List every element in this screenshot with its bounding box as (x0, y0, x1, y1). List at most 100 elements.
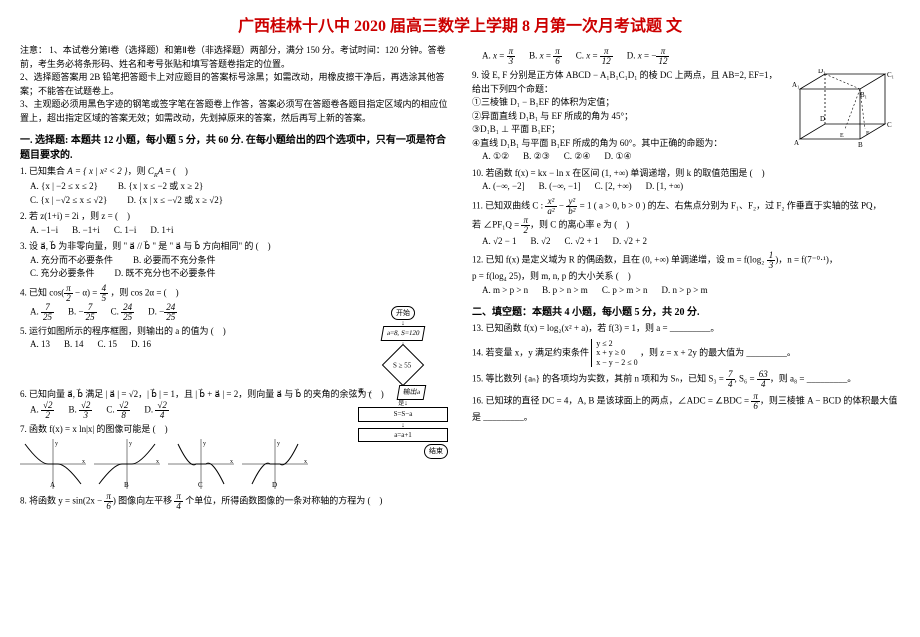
q8-opt-b: B. x = π6 (529, 47, 562, 66)
q9-opt-b: B. ②③ (523, 150, 550, 164)
question-12: 12. 已知 f(x) 是定义域为 R 的偶函数，且在 (0, +∞) 单调递增… (472, 251, 900, 297)
q12-b: )，n = f(7⁻⁰·¹)， (775, 255, 838, 265)
q8-four: 4 (174, 502, 183, 511)
q4-two: 2 (64, 294, 73, 303)
q2-opt-b: B. −1+i (72, 224, 100, 238)
notice-3: 3、主观题必须用黑色字迹的钢笔或签字笔在答题卷上作答，答案必须写在答题卷各题目指… (20, 99, 448, 123)
svg-text:y: y (55, 441, 58, 447)
question-8: 8. 将函数 y = sin(2x − π6) 图像向左平移 π4 个单位，所得… (20, 492, 448, 511)
q6-opt-d: D. √24 (144, 401, 168, 420)
q9-l4: ④直线 D₁B₁ 与平面 B₁EF 所成的角为 60°。其中正确的命题为： (472, 138, 722, 148)
q4-opt-a: A. 725 (30, 303, 54, 322)
svg-text:y: y (277, 441, 280, 447)
notice-2: 2、选择题答案用 2B 铅笔把答题卡上对应题目的答案标号涂黑；如需改动，用橡皮擦… (20, 72, 445, 96)
q11-c: 若 ∠PF₁Q = (472, 219, 521, 229)
question-2: 2. 若 z(1+i) = 2i ，则 z = ( ) A. −1−i B. −… (20, 210, 448, 237)
svg-text:A₁: A₁ (792, 81, 800, 89)
q14-b: ，则 z = x + 2y 的最大值为 _________。 (640, 347, 796, 357)
q2-opt-c: C. 1−i (114, 224, 137, 238)
q10-opt-c: C. [2, +∞) (595, 180, 632, 194)
q12-a: 12. 已知 f(x) 是定义域为 R 的偶函数，且在 (0, +∞) 单调递增… (472, 255, 767, 265)
q7-stem: 7. 函数 f(x) = x ln|x| 的图像可能是 ( ) (20, 424, 168, 434)
q13-stem: 13. 已知函数 f(x) = log₂(x² + a)，若 f(3) = 1，… (472, 323, 719, 333)
notice-1: 1、本试卷分第Ⅰ卷（选择题）和第Ⅱ卷（非选择题）两部分，满分 150 分。考试时… (20, 45, 446, 69)
q5-opt-b: B. 14 (64, 338, 84, 352)
q11-opt-b: B. √2 (531, 235, 551, 249)
svg-text:D: D (820, 115, 825, 123)
q12-opt-d: D. n > p > m (661, 284, 707, 298)
question-7: 7. 函数 f(x) = x ln|x| 的图像可能是 ( ) xyA xyB … (20, 423, 448, 489)
svg-text:y: y (203, 441, 206, 447)
page-title: 广西桂林十八中 2020 届高三数学上学期 8 月第一次月考试题 文 (20, 12, 900, 36)
q12-opt-a: A. m > p > n (482, 284, 528, 298)
svg-text:x: x (304, 459, 307, 465)
svg-text:A: A (50, 481, 55, 489)
svg-text:C: C (198, 481, 203, 489)
q9-opt-a: A. ①② (482, 150, 509, 164)
q15-b: ，则 a₈ = _________。 (770, 374, 856, 384)
q3-opt-b: B. 必要而不充分条件 (133, 254, 216, 268)
q11-a: 11. 已知双曲线 C : (472, 200, 543, 210)
q8-a: 8. 将函数 y = sin(2x − (20, 495, 104, 505)
q15-a: 15. 等比数列 {aₙ} 的各项均为实数，其前 n 项和为 Sₙ，已知 S₃ … (472, 374, 726, 384)
question-13: 13. 已知函数 f(x) = log₂(x² + a)，若 f(3) = 1，… (472, 322, 900, 336)
question-15: 15. 等比数列 {aₙ} 的各项均为实数，其前 n 项和为 Sₙ，已知 S₃ … (472, 370, 900, 389)
q4-five: 5 (100, 294, 109, 303)
q6-opt-c: C. √28 (106, 401, 130, 420)
fc-start: 开始 (391, 306, 415, 321)
q14-s2: x + y ≥ 0 (596, 348, 625, 357)
q3-opt-d: D. 既不充分也不必要条件 (115, 267, 216, 281)
q9-l1: ①三棱锥 D₁ − B₁EF 的体积为定值； (472, 97, 614, 107)
q6-stem: 6. 已知向量 a⃗, b⃗ 满足 | a⃗ | = √2，| b⃗ | = 1… (20, 389, 384, 399)
q4-opt-b: B. −725 (68, 303, 97, 322)
q9-stem: 9. 设 E, F 分别是正方体 ABCD − A₁B₁C₁D₁ 的棱 DC 上… (472, 70, 778, 94)
q11-opt-a: A. √2 − 1 (482, 235, 517, 249)
q10-stem: 10. 若函数 f(x) = kx − ln x 在区间 (1, +∞) 单调递… (472, 168, 765, 178)
q1-opt-b: B. {x | x ≤ −2 或 x ≥ 2} (118, 180, 203, 194)
q8-b: ) 图像向左平移 (113, 495, 175, 505)
q1-stem-a: 1. 已知集合 (20, 166, 65, 176)
q4-opt-c: C. 2425 (111, 303, 135, 322)
q4-c: ，则 cos 2α = ( ) (108, 287, 179, 297)
q12-c: p = f(log₄ 25)，则 m, n, p 的大小关系 ( ) (472, 271, 631, 281)
svg-text:B: B (124, 481, 129, 489)
q1-opt-a: A. {x | −2 ≤ x ≤ 2} (30, 180, 98, 194)
q6-opt-a: A. √22 (30, 401, 54, 420)
q1-stem-b: A = { x | x² < 2 } (67, 166, 127, 176)
svg-text:y: y (129, 441, 132, 447)
q12-opt-c: C. p > m > n (602, 284, 648, 298)
cube-diagram: A B C D A₁ B₁ C₁ D₁ E F (790, 69, 900, 159)
svg-text:B: B (858, 141, 863, 149)
q1-opt-c: C. {x | −√2 ≤ x ≤ √2} (30, 194, 107, 208)
svg-text:A: A (794, 139, 799, 147)
q9-opt-c: C. ②④ (564, 150, 591, 164)
svg-text:E: E (840, 133, 844, 139)
svg-text:x: x (156, 459, 159, 465)
q2-opt-d: D. 1+i (150, 224, 173, 238)
q4-opt-d: D. −2425 (148, 303, 177, 322)
question-1: 1. 已知集合 A = { x | x² < 2 }，则 CRA = ( ) A… (20, 165, 448, 207)
q8-six: 6 (104, 502, 113, 511)
q8-opt-c: C. x = π12 (576, 47, 613, 66)
q5-opt-a: A. 13 (30, 338, 50, 352)
question-10: 10. 若函数 f(x) = kx − ln x 在区间 (1, +∞) 单调递… (472, 167, 900, 194)
notice-header: 注意： (20, 45, 47, 55)
svg-text:x: x (82, 459, 85, 465)
svg-text:F: F (866, 131, 870, 137)
svg-text:D: D (272, 481, 277, 489)
q6-opt-b: B. √23 (68, 401, 92, 420)
q10-opt-a: A. (−∞, −2] (482, 180, 525, 194)
q7-graph-a: x y A (20, 439, 86, 489)
q5-stem: 5. 运行如图所示的程序框图，则输出的 a 的值为 ( ) (20, 326, 226, 336)
question-9: A B C D A₁ B₁ C₁ D₁ E F 9. 设 E, F 分别是正方体… (472, 69, 900, 164)
q8-c: 个单位，所得函数图像的一条对称轴的方程为 ( ) (183, 495, 383, 505)
q3-opt-c: C. 充分必要条件 (30, 267, 95, 281)
q14-s1: y ≤ 2 (596, 339, 612, 348)
question-3: 3. 设 a⃗, b⃗ 为非零向量，则 " a⃗ // b⃗ " 是 " a⃗ … (20, 240, 448, 281)
q11-d: ，则 C 的离心率 e 为 ( ) (530, 219, 629, 229)
left-column: 注意： 1、本试卷分第Ⅰ卷（选择题）和第Ⅱ卷（非选择题）两部分，满分 150 分… (20, 44, 448, 514)
question-6: 6. 已知向量 a⃗, b⃗ 满足 | a⃗ | = √2，| b⃗ | = 1… (20, 388, 448, 421)
q14-a: 14. 若变量 x，y 满足约束条件 (472, 347, 589, 357)
q10-opt-d: D. [1, +∞) (646, 180, 684, 194)
notice-block: 注意： 1、本试卷分第Ⅰ卷（选择题）和第Ⅱ卷（非选择题）两部分，满分 150 分… (20, 44, 448, 125)
